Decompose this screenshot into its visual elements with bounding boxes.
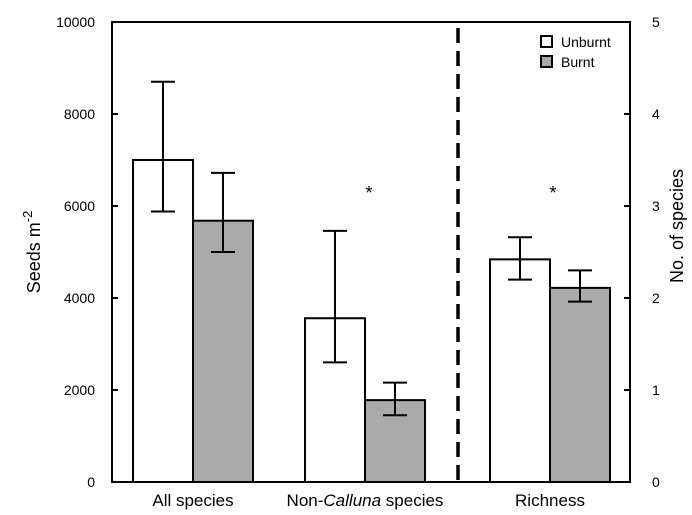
significance-marker-0: * [365,183,372,203]
significance-marker-1: * [549,183,556,203]
category-label-part: species [381,491,443,510]
chart-labels: 0 2000 4000 6000 8000 10000 0 1 2 3 4 5 All species N… [20,14,687,510]
category-label-part: Non- [287,491,324,510]
left-tick-label-0: 0 [87,474,95,490]
left-axis-title: Seeds m-2 [20,211,44,294]
left-axis-title-main: Seeds m [24,222,44,293]
legend-label-unburnt: Unburnt [561,34,611,50]
bar-burnt-2 [549,286,611,483]
legend-swatch-burnt [540,55,553,68]
plot-frame [111,21,631,483]
legend-label-burnt: Burnt [561,54,595,70]
left-tick-label-2: 4000 [64,290,95,306]
right-tick-label-5: 5 [652,14,660,30]
category-label-0: All species [152,491,233,510]
category-label-part: Calluna [323,491,381,510]
left-axis-title-superscript: -2 [20,211,35,223]
bar-burnt-0 [192,219,254,483]
left-tick-label-5: 10000 [56,14,95,30]
legend-swatch-unburnt [540,35,553,48]
category-label-part: Richness [515,491,585,510]
bar-unburnt-0 [132,159,194,483]
plot-area [132,28,611,483]
axes [111,21,631,483]
right-tick-label-1: 1 [652,382,660,398]
left-tick-label-1: 2000 [64,382,95,398]
right-tick-label-4: 4 [652,106,660,122]
category-label-2: Richness [515,491,585,510]
category-label-1: Non-Calluna species [287,491,444,510]
right-tick-label-0: 0 [652,474,660,490]
right-tick-label-2: 2 [652,290,660,306]
left-tick-label-4: 8000 [64,106,95,122]
bar-unburnt-2 [489,258,551,483]
legend: Unburnt Burnt [540,34,611,70]
left-tick-label-3: 6000 [64,198,95,214]
right-tick-label-3: 3 [652,198,660,214]
category-label-part: All species [152,491,233,510]
right-axis-title: No. of species [667,169,687,283]
